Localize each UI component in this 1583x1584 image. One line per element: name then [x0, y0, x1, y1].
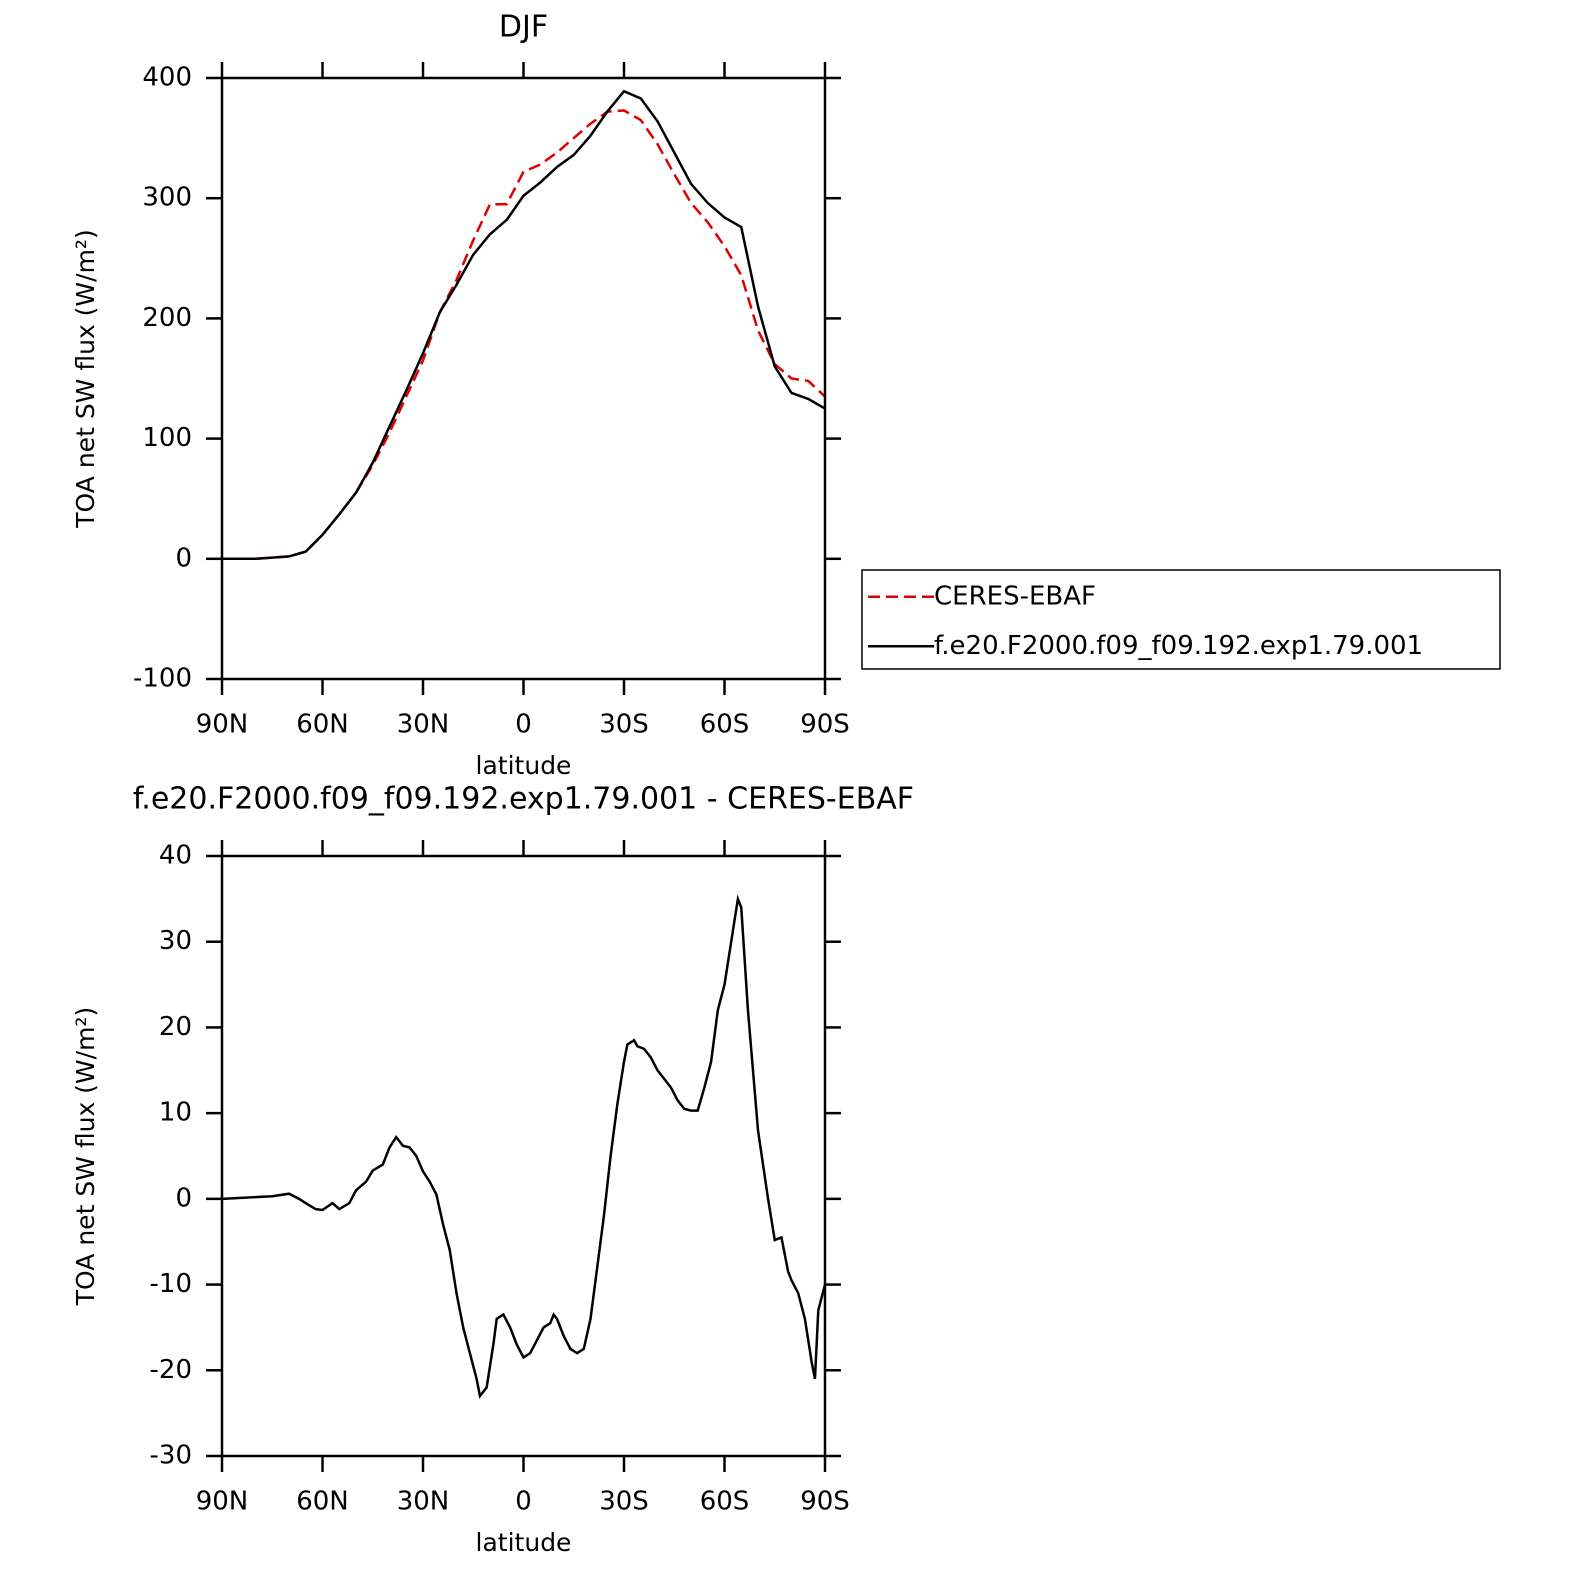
data-line	[222, 89, 826, 561]
y-tick-label: 40	[159, 841, 192, 871]
plot-frame	[220, 854, 827, 1458]
x-tick-label: 0	[515, 1487, 532, 1517]
x-tick-label: 60S	[700, 710, 750, 740]
data-line	[221, 894, 827, 1399]
x-tick-label: 30N	[397, 1487, 450, 1517]
y-tick-label: 0	[175, 543, 192, 573]
y-tick-label: -100	[133, 664, 192, 694]
data-line	[222, 109, 826, 561]
y-tick-label: 0	[175, 1183, 192, 1213]
legend-label: CERES-EBAF	[934, 581, 1096, 611]
x-tick-label: 60N	[296, 1487, 349, 1517]
y-tick-label: 10	[159, 1098, 192, 1128]
y-tick-label: 200	[142, 303, 192, 333]
x-tick-label: 30N	[397, 710, 450, 740]
chart-title: DJF	[499, 10, 548, 45]
plot-frame	[220, 76, 827, 681]
x-tick-label: 90N	[196, 1487, 249, 1517]
legend-label: f.e20.F2000.f09_f09.192.exp1.79.001	[934, 631, 1423, 661]
y-tick-label: 20	[159, 1012, 192, 1042]
y-tick-label: 300	[142, 183, 192, 213]
x-axis-label: latitude	[476, 1528, 572, 1557]
x-tick-label: 60N	[296, 710, 349, 740]
y-axis-label: TOA net SW flux (W/m²)	[71, 229, 100, 528]
y-tick-label: 400	[142, 63, 192, 93]
legend-box	[861, 569, 1501, 670]
x-axis-label: latitude	[476, 751, 572, 780]
x-tick-label: 90S	[800, 710, 850, 740]
y-tick-label: -30	[150, 1441, 192, 1471]
x-tick-label: 30S	[599, 1487, 649, 1517]
x-tick-label: 90N	[196, 710, 249, 740]
chart-title: f.e20.F2000.f09_f09.192.exp1.79.001 - CE…	[133, 782, 914, 817]
y-tick-label: 30	[159, 926, 192, 956]
x-tick-label: 0	[515, 710, 532, 740]
y-tick-label: 100	[142, 423, 192, 453]
y-tick-label: -20	[150, 1355, 192, 1385]
x-tick-label: 60S	[700, 1487, 750, 1517]
y-tick-label: -10	[150, 1269, 192, 1299]
x-tick-label: 90S	[800, 1487, 850, 1517]
x-tick-label: 30S	[599, 710, 649, 740]
y-axis-label: TOA net SW flux (W/m²)	[71, 1007, 100, 1306]
